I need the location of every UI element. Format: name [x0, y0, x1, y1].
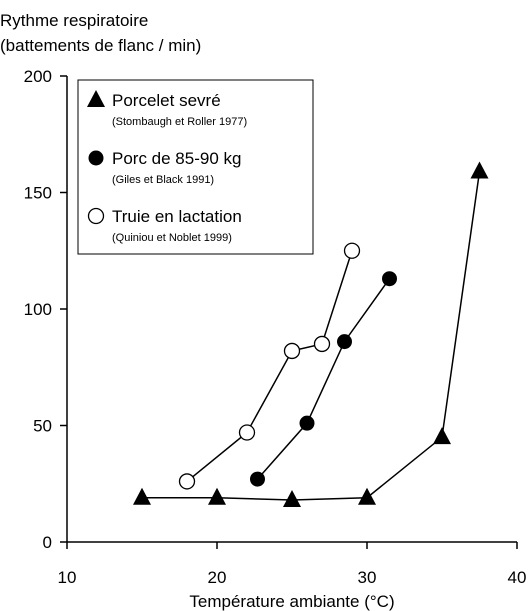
y-tick-label: 150 — [24, 184, 52, 203]
legend-series-source: (Giles et Black 1991) — [112, 174, 214, 186]
y-axis-label-line1: Rythme respiratoire — [0, 11, 148, 30]
data-point — [470, 161, 489, 179]
legend-series-name: Porcelet sevré — [112, 91, 221, 110]
y-tick-label: 50 — [33, 417, 52, 436]
legend-marker — [87, 90, 105, 107]
legend-marker — [87, 207, 105, 225]
data-point — [283, 342, 301, 360]
series-line — [256, 278, 391, 480]
legend: Porcelet sevré (Stombaugh et Roller 1977)… — [77, 79, 314, 255]
series-line — [142, 171, 481, 501]
axis-ticks: 10 20 30 40 0 50 100 150 200 — [24, 67, 527, 587]
x-tick-label: 20 — [208, 568, 227, 587]
data-point — [313, 335, 331, 353]
series-1 — [133, 161, 489, 508]
legend-box — [77, 79, 314, 255]
legend-series-source: (Stombaugh et Roller 1977) — [112, 116, 247, 128]
data-point — [133, 487, 151, 505]
y-tick-label: 0 — [43, 533, 52, 552]
legend-items: Porcelet sevré (Stombaugh et Roller 1977)… — [87, 90, 247, 244]
data-point — [358, 487, 376, 505]
data-point — [337, 334, 352, 350]
series-3 — [178, 242, 361, 490]
legend-series-source: (Quiniou et Noblet 1999) — [112, 232, 232, 244]
x-tick-label: 10 — [58, 568, 77, 587]
data-point — [178, 473, 196, 490]
data-point — [382, 271, 397, 287]
series-2 — [250, 271, 397, 487]
legend-series-name: Truie en lactation — [112, 207, 242, 226]
x-tick-label: 40 — [508, 568, 527, 587]
x-tick-label: 30 — [358, 568, 377, 587]
y-tick-label: 200 — [24, 67, 52, 86]
y-axis-label-line2: (battements de flanc / min) — [0, 36, 201, 55]
series-layer — [133, 161, 489, 508]
series-line — [186, 250, 353, 483]
legend-series-name: Porc de 85-90 kg — [112, 149, 241, 168]
x-axis-label: Température ambiante (°C) — [189, 592, 394, 611]
data-point — [250, 471, 265, 487]
data-point — [343, 242, 361, 259]
data-point — [299, 415, 315, 431]
data-point — [238, 424, 256, 441]
legend-marker — [88, 150, 104, 166]
data-point — [433, 427, 451, 445]
data-point — [208, 487, 226, 505]
y-tick-label: 100 — [24, 300, 52, 319]
data-point — [283, 490, 301, 508]
